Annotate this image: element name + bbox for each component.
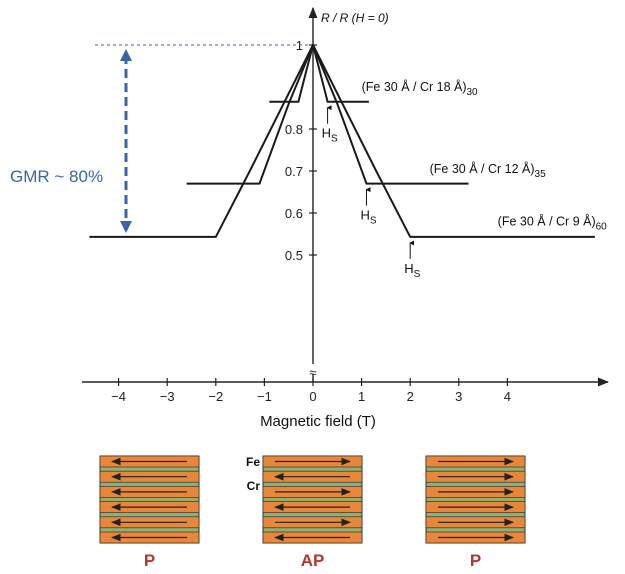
x-tick-label: −4 bbox=[111, 389, 126, 404]
stack-config-label: P bbox=[144, 551, 155, 570]
stack-2: Fe Cr AP bbox=[246, 455, 363, 570]
series-line-3 bbox=[89, 44, 595, 238]
series-label-2: (Fe 30 Å / Cr 12 Å)35 bbox=[430, 161, 546, 180]
stack-1: P bbox=[99, 455, 200, 570]
series-label-1: (Fe 30 Å / Cr 18 Å)30 bbox=[362, 79, 478, 98]
x-tick-label: −1 bbox=[257, 389, 272, 404]
hs-label-3: HS bbox=[404, 261, 420, 280]
x-tick-label: 3 bbox=[455, 389, 462, 404]
hs-label-2: HS bbox=[360, 208, 376, 227]
chart-annotations: HS HS HS GMR ~ 80% bbox=[10, 44, 421, 280]
fe-layer-label: Fe bbox=[246, 455, 260, 469]
stack-frame bbox=[425, 455, 526, 544]
x-tick-label: 4 bbox=[504, 389, 511, 404]
gmr-label: GMR ~ 80% bbox=[10, 167, 103, 186]
y-tick-label: 0.5 bbox=[285, 248, 303, 263]
x-tick-label: 0 bbox=[309, 389, 316, 404]
x-tick-label: 1 bbox=[358, 389, 365, 404]
stack-frame bbox=[262, 455, 363, 544]
stack-frame bbox=[99, 455, 200, 544]
y-axis-label: R / R (H = 0) bbox=[321, 11, 389, 25]
chart-curves: (Fe 30 Å / Cr 18 Å)30 (Fe 30 Å / Cr 12 Å)… bbox=[89, 44, 608, 238]
series-label-3: (Fe 30 Å / Cr 9 Å)60 bbox=[498, 214, 608, 233]
chart-axes: −4 −3 −2 −1 0 1 2 3 4 Magnetic field (T) ≈0.5 0.6 0.… bbox=[82, 6, 610, 430]
y-tick-label: 0.8 bbox=[285, 122, 303, 137]
x-tick-label: −3 bbox=[160, 389, 175, 404]
stack-config-label: P bbox=[470, 551, 481, 570]
cr-layer-label: Cr bbox=[247, 479, 261, 493]
hs-label-1: HS bbox=[322, 126, 338, 145]
axis-break-mark: ≈ bbox=[309, 365, 316, 380]
y-tick-label: 0.6 bbox=[285, 206, 303, 221]
x-tick-label: −2 bbox=[208, 389, 223, 404]
x-tick-label: 2 bbox=[407, 389, 414, 404]
stack-config-label: AP bbox=[301, 551, 325, 570]
series-line-1 bbox=[269, 44, 369, 103]
x-axis-label: Magnetic field (T) bbox=[260, 413, 376, 430]
y-tick-label: 0.7 bbox=[285, 164, 303, 179]
layer-stacks: P Fe Cr AP P bbox=[99, 455, 526, 570]
stack-3: P bbox=[425, 455, 526, 570]
